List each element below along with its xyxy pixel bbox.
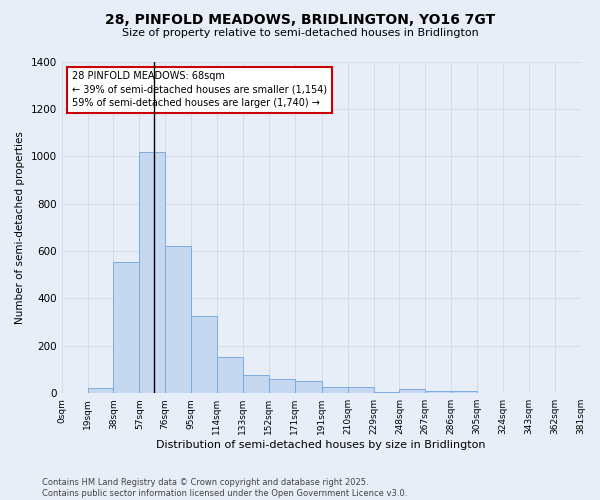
Bar (400, 389, 425, 393)
Bar (374, 392, 400, 393)
Text: 28, PINFOLD MEADOWS, BRIDLINGTON, YO16 7GT: 28, PINFOLD MEADOWS, BRIDLINGTON, YO16 7… (105, 12, 495, 26)
Bar (295, 381, 322, 393)
Y-axis label: Number of semi-detached properties: Number of semi-detached properties (15, 131, 25, 324)
Bar (425, 391, 451, 393)
Bar (191, 316, 217, 393)
Bar (217, 357, 243, 393)
Bar (113, 262, 139, 393)
X-axis label: Distribution of semi-detached houses by size in Bridlington: Distribution of semi-detached houses by … (157, 440, 486, 450)
Bar (269, 378, 295, 393)
Text: Size of property relative to semi-detached houses in Bridlington: Size of property relative to semi-detach… (122, 28, 478, 38)
Text: Contains HM Land Registry data © Crown copyright and database right 2025.
Contai: Contains HM Land Registry data © Crown c… (42, 478, 407, 498)
Bar (322, 386, 347, 393)
Bar (165, 246, 191, 393)
Bar (88, 388, 113, 393)
Text: 28 PINFOLD MEADOWS: 68sqm
← 39% of semi-detached houses are smaller (1,154)
59% : 28 PINFOLD MEADOWS: 68sqm ← 39% of semi-… (72, 72, 327, 108)
Bar (139, 152, 165, 393)
Bar (347, 386, 374, 393)
Bar (243, 376, 269, 393)
Bar (451, 391, 477, 393)
